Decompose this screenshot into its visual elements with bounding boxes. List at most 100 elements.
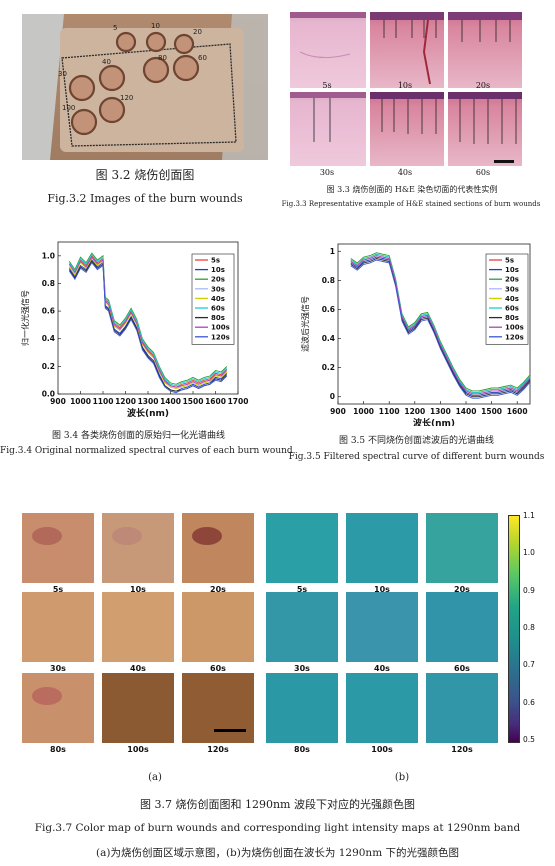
x-tick-label: 1200 (115, 397, 136, 406)
fig32-caption-cn: 图 3.2 烧伤创面图 (95, 168, 195, 182)
y-tick-label: 0.8 (322, 276, 335, 285)
intensity-tile (426, 673, 498, 743)
intensity-tile (266, 592, 338, 662)
legend-label: 80s (211, 314, 225, 322)
fig37-caption-cn: 图 3.7 烧伤创面图和 1290nm 波段下对应的光强颜色图 (140, 798, 415, 811)
scale-bar (214, 729, 246, 732)
intensity-tile-label: 5s (296, 585, 308, 594)
wound-ring (142, 56, 170, 84)
legend-label: 60s (505, 305, 519, 313)
colorbar-tick-label: 0.8 (523, 623, 535, 632)
he-panel (448, 12, 522, 88)
fig35-caption-en: Fig.3.5 Filtered spectral curve of diffe… (288, 452, 545, 462)
fig34-caption-en: Fig.3.4 Original normalized spectral cur… (0, 446, 293, 456)
y-tick-label: 0.0 (42, 390, 55, 399)
x-tick-label: 1100 (93, 397, 114, 406)
y-tick-label: 0.2 (322, 363, 335, 372)
intensity-tile (266, 673, 338, 743)
wound-ring (173, 33, 195, 55)
wound-blotch (192, 527, 222, 545)
legend-label: 5s (505, 257, 514, 265)
series-line-10s (350, 256, 531, 396)
photo-label: 10 (151, 22, 160, 30)
wound-tile-label: 5s (52, 585, 64, 594)
legend-label: 20s (505, 276, 519, 284)
wound-tile-label: 80s (50, 745, 66, 754)
intensity-tile (426, 592, 498, 662)
wound-ring (145, 31, 167, 53)
legend-label: 20s (211, 276, 225, 284)
series-line-60s (68, 253, 228, 387)
intensity-tile (346, 592, 418, 662)
colorbar (508, 515, 520, 743)
legend-label: 40s (505, 295, 519, 303)
he-panel (290, 12, 366, 88)
series-line-40s (68, 257, 228, 389)
x-tick-label: 900 (330, 407, 346, 416)
photo-label: 40 (102, 58, 111, 66)
photo-label: 30 (58, 70, 67, 78)
wound-ring (98, 96, 126, 124)
y-tick-label: 0.8 (42, 279, 55, 288)
legend-label: 30s (211, 285, 225, 293)
intensity-tile-label: 20s (454, 585, 470, 594)
wound-tile (182, 673, 254, 743)
he-panel (448, 92, 522, 166)
he-label: 40s (397, 168, 413, 177)
legend-label: 100s (505, 324, 524, 332)
x-tick-label: 1600 (205, 397, 226, 406)
y-tick-label: 1.0 (42, 251, 55, 260)
fig37-caption-note: (a)为烧伤创面区域示意图，(b)为烧伤创面在波长为 1290nm 下的光强颜色… (96, 847, 459, 859)
colorbar-tick-label: 0.9 (523, 585, 535, 595)
y-tick-label: 0.6 (42, 307, 55, 316)
wound-blotch (112, 527, 142, 545)
intensity-tile (346, 673, 418, 743)
x-tick-label: 1600 (507, 407, 528, 416)
legend-label: 100s (211, 324, 230, 332)
x-axis-label: 波长(nm) (413, 417, 455, 426)
legend-label: 10s (505, 266, 519, 274)
intensity-tile-label: 30s (294, 664, 310, 673)
fig32-caption-en: Fig.3.2 Images of the burn wounds (47, 192, 243, 205)
wound-tile-label: 40s (130, 664, 146, 673)
x-tick-label: 1300 (138, 397, 159, 406)
fig35-caption-cn: 图 3.5 不同烧伤创面滤波后的光谱曲线 (338, 436, 495, 446)
intensity-tile-label: 10s (374, 585, 390, 594)
wound-tile-label: 60s (210, 664, 226, 673)
intensity-tile-label: 100s (371, 745, 393, 754)
legend-label: 80s (505, 314, 519, 322)
wound-tile (22, 513, 94, 583)
he-panel (370, 12, 444, 88)
wound-tile (182, 592, 254, 662)
x-tick-label: 1500 (183, 397, 204, 406)
wound-tile-label: 10s (130, 585, 146, 594)
y-axis-label: 归一化光强信号 (20, 290, 30, 346)
x-tick-label: 1300 (430, 407, 451, 416)
he-label: 5s (322, 81, 332, 90)
series-line-20s (68, 252, 228, 385)
legend-label: 40s (211, 295, 225, 303)
x-tick-label: 1500 (481, 407, 502, 416)
legend-label: 120s (211, 333, 230, 341)
colorbar-tick-label: 1.0 (523, 548, 535, 558)
fig32-photo (22, 14, 268, 160)
photo-label: 60 (198, 54, 207, 62)
fig37-sub-a: (a) (148, 772, 162, 783)
series-line-60s (350, 253, 531, 393)
legend-label: 120s (505, 333, 524, 341)
colorbar-tick-label: 0.6 (523, 697, 535, 707)
wound-ring (98, 64, 126, 92)
photo-label: 5 (113, 24, 118, 32)
legend-label: 60s (211, 305, 225, 313)
intensity-tile-label: 120s (451, 745, 473, 754)
wound-tile (22, 673, 94, 743)
wound-tile-label: 100s (127, 745, 149, 754)
fig37-caption-en: Fig.3.7 Color map of burn wounds and cor… (34, 822, 521, 834)
wound-tile-label: 20s (210, 585, 226, 594)
fig33-panels (290, 12, 522, 174)
wound-ring (68, 74, 96, 102)
x-axis-label: 波长(nm) (127, 407, 169, 419)
wound-tile (182, 513, 254, 583)
wound-blotch (32, 687, 62, 705)
he-panel (290, 92, 366, 166)
